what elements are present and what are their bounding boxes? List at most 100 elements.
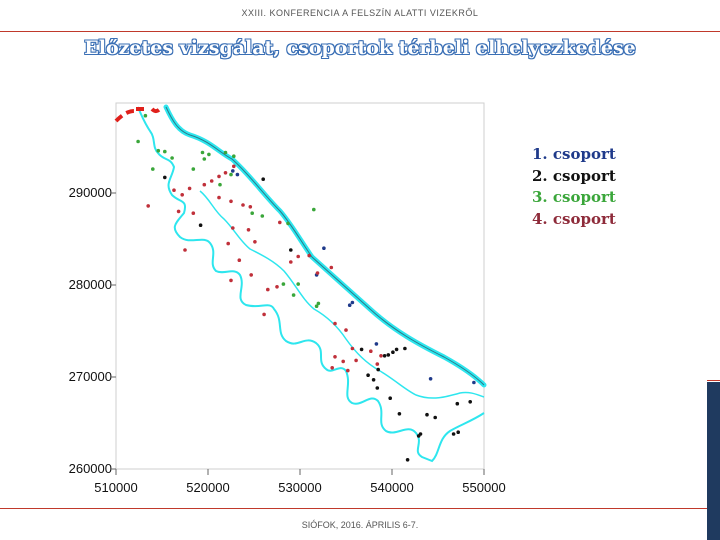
monitoring-point	[359, 347, 364, 352]
legend-label: csoport	[552, 209, 616, 228]
monitoring-point	[246, 228, 251, 232]
monitoring-points	[136, 113, 476, 462]
monitoring-point	[296, 282, 301, 286]
monitoring-point	[382, 354, 387, 358]
monitoring-point	[397, 412, 402, 416]
monitoring-point	[187, 186, 192, 191]
monitoring-point	[198, 223, 203, 227]
monitoring-point	[386, 353, 391, 357]
monitoring-point	[375, 386, 380, 390]
monitoring-point	[451, 432, 456, 436]
monitoring-point	[322, 246, 326, 250]
monitoring-point	[315, 271, 320, 275]
monitoring-point	[403, 346, 407, 351]
monitoring-point	[266, 287, 270, 292]
side-accent-line	[707, 380, 720, 381]
monitoring-point	[223, 150, 228, 155]
monitoring-point	[350, 300, 355, 305]
monitoring-point	[151, 167, 155, 171]
monitoring-point	[229, 172, 233, 177]
monitoring-point	[455, 401, 460, 406]
monitoring-point	[232, 164, 236, 169]
monitoring-point	[405, 458, 410, 462]
northern-boundary-marker	[114, 105, 164, 123]
monitoring-point	[329, 265, 334, 270]
monitoring-point	[217, 195, 221, 200]
monitoring-point	[231, 169, 235, 173]
monitoring-point	[312, 207, 316, 212]
floodplain-boundary	[137, 106, 485, 463]
legend-label: csoport	[552, 166, 616, 185]
monitoring-point	[260, 214, 265, 218]
river-inner-line	[165, 106, 485, 386]
monitoring-point	[369, 349, 373, 353]
monitoring-point	[253, 240, 257, 244]
axis-ticks	[110, 192, 485, 475]
y-tick-label: 290000	[69, 185, 112, 200]
x-tick-label: 550000	[462, 480, 505, 495]
footer-location-date: SIÓFOK, 2016. ÁPRILIS 6-7.	[301, 520, 419, 530]
legend-label: csoport	[552, 145, 616, 163]
monitoring-point	[333, 355, 337, 359]
monitoring-point	[237, 258, 242, 262]
legend-item-group-4: 4. csoport	[532, 209, 616, 231]
monitoring-point	[249, 273, 253, 277]
plot-frame	[115, 102, 485, 470]
legend-item-group-3: 3. csoport	[532, 187, 616, 209]
monitoring-point	[191, 167, 196, 171]
monitoring-point	[291, 293, 296, 297]
monitoring-point	[209, 179, 214, 183]
legend-number: 1.	[532, 145, 548, 163]
monitoring-point	[191, 211, 196, 215]
monitoring-point	[388, 396, 393, 401]
monitoring-point	[289, 248, 293, 252]
monitoring-point	[350, 346, 355, 351]
monitoring-point	[366, 373, 370, 378]
group-legend: 1. csoport 2. csoport 3. csoport 4. csop…	[532, 144, 616, 230]
monitoring-point	[418, 432, 423, 436]
monitoring-point	[180, 193, 184, 197]
monitoring-point	[428, 377, 433, 381]
monitoring-point	[468, 400, 473, 404]
well-location-map: 290000 280000 270000 260000 510000 52000…	[69, 102, 506, 495]
legend-number: 2.	[532, 166, 548, 185]
river-outline	[137, 104, 487, 463]
monitoring-point	[241, 203, 245, 207]
monitoring-point	[143, 113, 148, 118]
monitoring-point	[314, 304, 319, 308]
monitoring-point	[456, 430, 461, 435]
monitoring-point	[307, 253, 312, 258]
floodplain-boundary-right	[199, 190, 485, 399]
monitoring-point	[163, 149, 167, 154]
monitoring-point	[278, 220, 282, 225]
monitoring-point	[217, 174, 221, 179]
monitoring-point	[472, 380, 476, 385]
monitoring-point	[202, 157, 207, 161]
monitoring-point	[229, 199, 233, 204]
monitoring-point	[183, 248, 187, 252]
side-accent-bar	[707, 382, 720, 540]
monitoring-point	[286, 221, 290, 226]
monitoring-point	[202, 182, 207, 187]
legend-label: csoport	[552, 188, 616, 206]
monitoring-point	[250, 211, 254, 215]
monitoring-point	[172, 188, 176, 192]
conference-header: XXIII. KONFERENCIA A FELSZÍN ALATTI VIZE…	[241, 8, 479, 18]
footer-divider	[0, 508, 720, 509]
monitoring-point	[379, 354, 383, 358]
monitoring-point	[156, 148, 161, 153]
monitoring-point	[344, 328, 348, 332]
monitoring-point	[296, 254, 301, 259]
monitoring-point	[394, 347, 399, 352]
monitoring-point	[375, 362, 380, 366]
legend-number: 4.	[532, 209, 548, 228]
monitoring-point	[433, 415, 438, 420]
y-tick-label: 260000	[69, 461, 112, 476]
monitoring-point	[136, 139, 140, 144]
monitoring-point	[341, 359, 346, 364]
y-tick-label: 270000	[69, 369, 112, 384]
legend-item-group-1: 1. csoport	[532, 144, 616, 166]
monitoring-point	[235, 172, 240, 177]
monitoring-point	[207, 152, 211, 157]
monitoring-point	[229, 278, 233, 283]
